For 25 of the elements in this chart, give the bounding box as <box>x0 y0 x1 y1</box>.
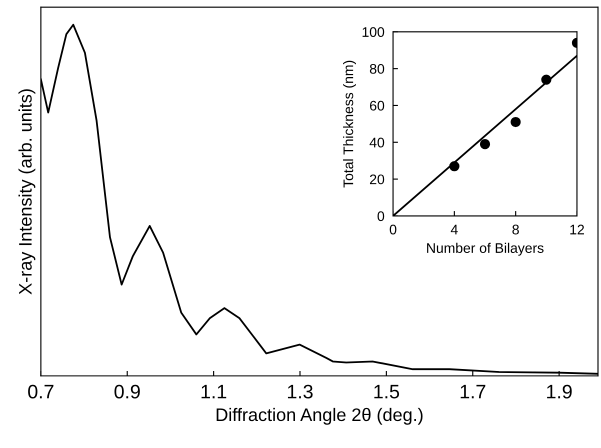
x-tick-label: 1.9 <box>547 384 572 398</box>
y-axis-title: X-ray Intensity (arb. units) <box>18 89 36 294</box>
y-tick-label: 100 <box>362 27 384 37</box>
y-tick-label: 0 <box>378 211 384 222</box>
x-tick-label: 0 <box>390 224 396 234</box>
point <box>449 161 460 172</box>
y-tick-label: 20 <box>370 174 384 184</box>
x-tick-label: 0.9 <box>114 384 140 398</box>
y-axis-title: Total Thickness (nm) <box>343 60 356 188</box>
x-axis-title: Number of Bilayers <box>427 242 544 256</box>
x-tick-label: 0.7 <box>28 384 54 398</box>
point <box>541 74 552 85</box>
y-tick-label: 40 <box>370 138 384 148</box>
x-axis-title: Diffraction Angle 2θ (deg.) <box>216 408 423 425</box>
x-tick-label: 12 <box>570 224 584 234</box>
point <box>510 116 521 128</box>
x-tick-label: 8 <box>512 224 519 234</box>
x-tick-label: 1.3 <box>288 384 313 398</box>
x-tick-label: 1.5 <box>374 384 400 398</box>
y-tick-label: 60 <box>370 100 384 111</box>
x-tick-label: 1.1 <box>202 384 226 398</box>
point <box>480 139 490 150</box>
y-tick-label: 80 <box>370 64 384 74</box>
x-tick-label: 4 <box>450 224 458 234</box>
x-tick-label: 1.7 <box>460 384 486 398</box>
